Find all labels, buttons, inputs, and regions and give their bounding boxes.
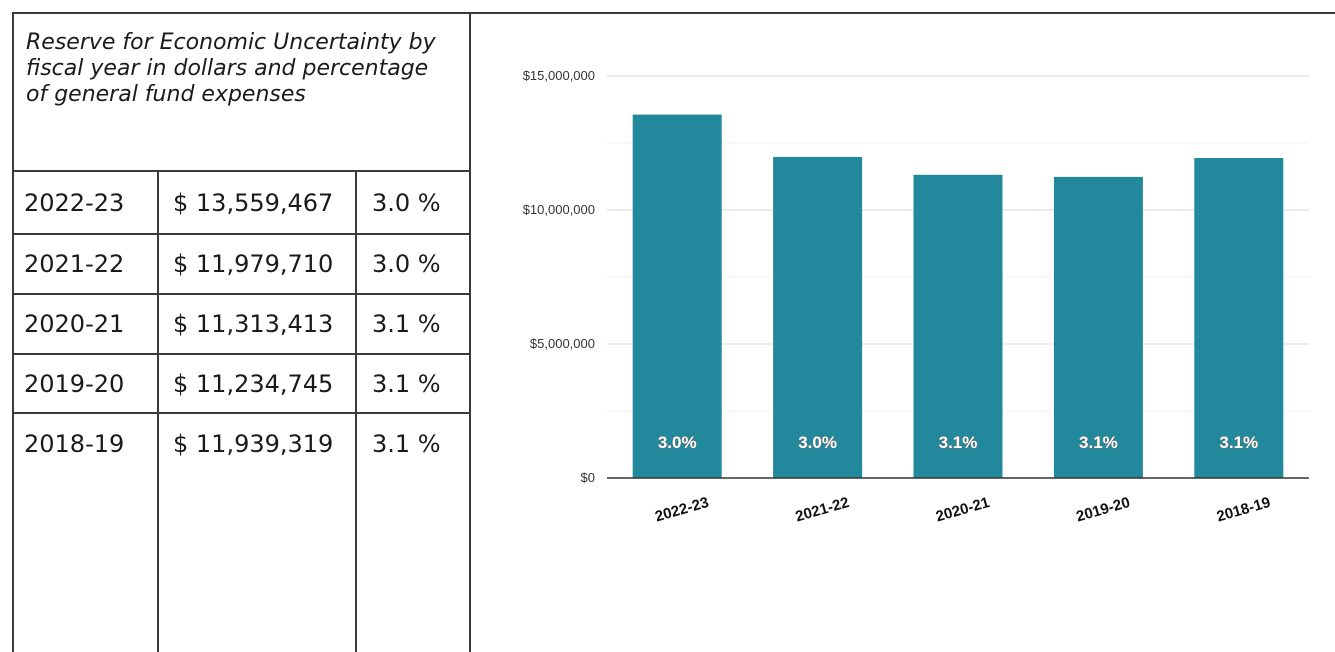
amount-cell: $ 13,559,467 [173,189,334,217]
year-cell: 2022-23 [24,189,125,217]
amount-cell: $ 11,313,413 [173,310,334,338]
year-cell: 2021-22 [24,250,125,278]
x-tick-label: 2021-22 [794,494,852,526]
bar [773,156,863,478]
percent-cell: 3.1 % [372,310,441,338]
x-tick-label: 2018-19 [1215,494,1273,526]
amount-cell: $ 11,939,319 [173,430,334,458]
row-divider [12,233,469,235]
x-tick-label: 2020-21 [934,494,992,526]
x-tick-label: 2019-20 [1074,494,1132,526]
data-table: Reserve for Economic Uncertainty by fisc… [12,12,471,652]
data-label: 3.0% [658,433,697,452]
chart-svg: $0 $5,000,000 $10,000,000 $15,000,000 3.0% 20… [523,68,1309,526]
y-tick-label: $5,000,000 [530,336,595,351]
data-label: 3.1% [939,433,978,452]
bar-chart: $0 $5,000,000 $10,000,000 $15,000,000 3.0% 20… [471,12,1335,652]
bar [1194,158,1284,478]
percent-cell: 3.1 % [372,370,441,398]
bar [632,114,722,478]
table-title: Reserve for Economic Uncertainty by fisc… [26,30,436,107]
y-tick-label: $0 [581,470,595,485]
outer-frame [12,12,1335,652]
percent-cell: 3.0 % [372,250,441,278]
data-label: 3.1% [1219,433,1258,452]
x-tick-label: 2022-23 [653,494,711,526]
data-label: 3.0% [798,433,837,452]
y-tick-label: $15,000,000 [523,68,595,83]
year-cell: 2018-19 [24,430,125,458]
row-divider [12,353,469,355]
year-cell: 2020-21 [24,310,125,338]
row-divider [12,412,469,414]
percent-cell: 3.0 % [372,189,441,217]
bar [1053,176,1143,479]
amount-cell: $ 11,234,745 [173,370,334,398]
y-tick-label: $10,000,000 [523,202,595,217]
year-cell: 2019-20 [24,370,125,398]
table-title-cell: Reserve for Economic Uncertainty by fisc… [12,12,469,172]
bar [913,174,1003,478]
data-label: 3.1% [1079,433,1118,452]
row-divider [12,293,469,295]
percent-cell: 3.1 % [372,430,441,458]
amount-cell: $ 11,979,710 [173,250,334,278]
